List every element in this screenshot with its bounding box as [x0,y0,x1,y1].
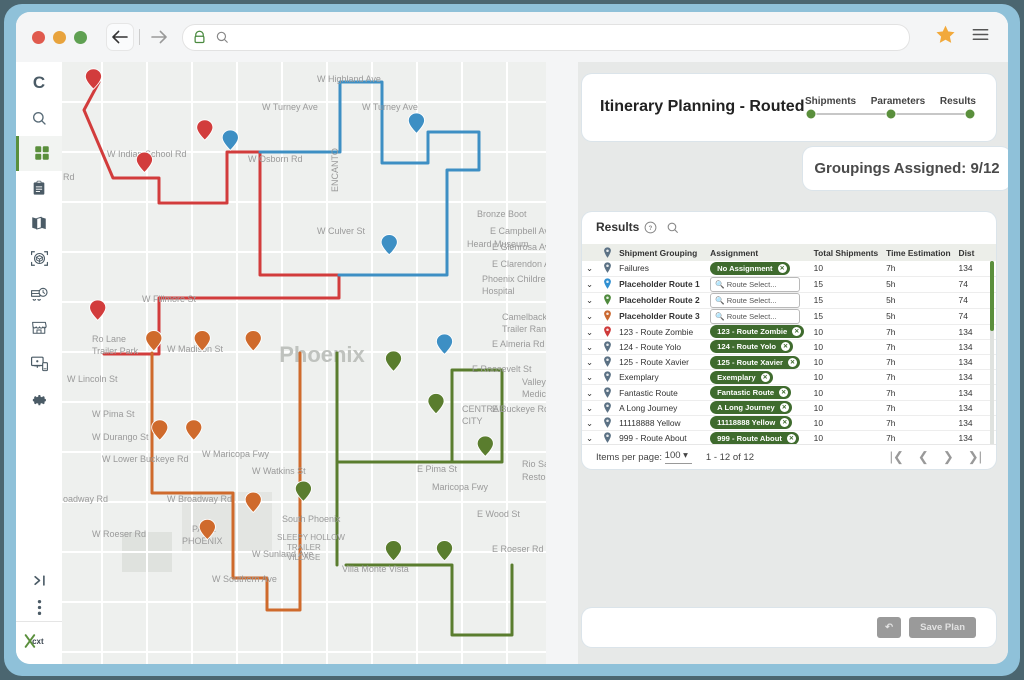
svg-text:W Culver St: W Culver St [317,226,366,236]
svg-text:oadway Rd: oadway Rd [63,494,108,504]
svg-text:Villa Monte Vista: Villa Monte Vista [342,564,409,574]
svg-text:W Lower Buckeye Rd: W Lower Buckeye Rd [102,454,189,464]
svg-text:South Phoenix: South Phoenix [282,514,341,524]
svg-text:E Roosevelt St: E Roosevelt St [472,364,532,374]
svg-text:W Pima St: W Pima St [92,409,135,419]
svg-text:Bronze Boot: Bronze Boot [477,209,527,219]
svg-text:W Osborn Rd: W Osborn Rd [248,154,303,164]
svg-text:E Pima St: E Pima St [417,464,458,474]
svg-text:SLEEPY HOLLOW: SLEEPY HOLLOW [277,533,345,542]
svg-text:E Campbell Ave: E Campbell Ave [490,226,546,236]
svg-text:W Turney Ave: W Turney Ave [262,102,318,112]
svg-text:W Southern Ave: W Southern Ave [212,574,277,584]
svg-text:W Roeser Rd: W Roeser Rd [92,529,146,539]
svg-text:ENCANTO: ENCANTO [330,148,340,192]
svg-text:Phoenix Children's: Phoenix Children's [482,274,546,284]
svg-text:PHOENIX: PHOENIX [182,536,223,546]
svg-text:W Maricopa Fwy: W Maricopa Fwy [202,449,270,459]
svg-text:Rd: Rd [63,172,75,182]
svg-text:W Durango St: W Durango St [92,432,149,442]
svg-text:Heard Museum: Heard Museum [467,239,529,249]
svg-text:W Turney Ave: W Turney Ave [362,102,418,112]
svg-text:Camelback: Camelback [502,312,546,322]
svg-text:W Lincoln St: W Lincoln St [67,374,118,384]
svg-text:W Broadway Rd: W Broadway Rd [167,494,232,504]
svg-text:W Fillmore St: W Fillmore St [142,294,196,304]
svg-text:Trailer Ranch: Trailer Ranch [502,324,546,334]
svg-text:Valleywise Health: Valleywise Health [522,377,546,387]
svg-text:cxt: cxt [32,637,44,646]
svg-text:E Clarendon Ave: E Clarendon Ave [492,259,546,269]
svg-text:W Watkins St: W Watkins St [252,466,306,476]
svg-text:E Almeria Rd: E Almeria Rd [492,339,545,349]
svg-text:E Roeser Rd: E Roeser Rd [492,544,544,554]
svg-text:Ro Lane: Ro Lane [92,334,126,344]
svg-text:Maricopa Fwy: Maricopa Fwy [432,482,489,492]
svg-text:Medical Center: Medical Center [522,389,546,399]
svg-text:Hospital: Hospital [482,286,515,296]
svg-text:Phoenix: Phoenix [279,342,365,367]
svg-text:Rio Salado Habitat: Rio Salado Habitat [522,459,546,469]
svg-text:?: ? [649,225,653,231]
svg-text:CITY: CITY [462,416,483,426]
svg-text:W Sunland Ave: W Sunland Ave [252,549,313,559]
svg-text:W Madison St: W Madison St [167,344,224,354]
svg-text:Trailer Park: Trailer Park [92,346,139,356]
svg-text:E Wood St: E Wood St [477,509,520,519]
svg-text:Restoration Area: Restoration Area [522,472,546,482]
svg-text:W Highland Ave: W Highland Ave [317,74,381,84]
svg-text:E Buckeye Rd: E Buckeye Rd [492,404,546,414]
